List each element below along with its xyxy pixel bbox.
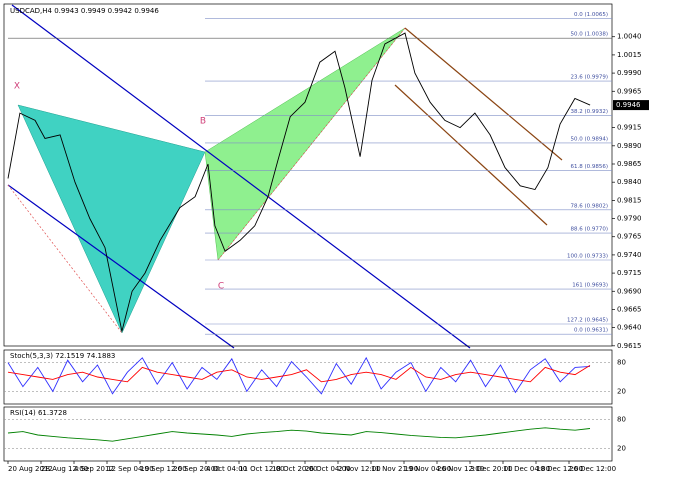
y-tick-label: 0.9915 [617,124,642,132]
y-tick-label: 0.9990 [617,69,642,77]
rsi-frame [3,406,613,462]
x-tick-label: 18 Dec 12:00 [536,465,583,473]
y-tick-label: 0.9765 [617,233,642,241]
dotted-line [217,27,406,261]
fib-label: 0.0 (0.9631) [574,328,608,334]
x-tick-label: 20 Aug 2012 [8,465,53,473]
price-line [7,32,591,332]
x-tick-label: 19 Sep 12:00 [140,465,187,473]
y-tick-label: 0.9615 [617,342,642,350]
current-price-label: 0.9946 [616,101,641,109]
x-tick-label: 18 Oct 20:00 [272,465,318,473]
y-tick-label: 0.9815 [617,196,642,204]
fib-label: 50.0 (0.9894) [570,136,608,142]
channel-line [394,84,548,226]
y-tick-label: 20 [617,387,626,395]
fib-label: 23.6 (0.9979) [570,75,608,81]
y-tick-label: 80 [617,359,626,367]
chart-title: USDCAD,H4 0.9943 0.9949 0.9942 0.9946 [10,7,159,15]
x-tick-label: 26 Oct 04:00 [305,465,351,473]
y-tick-label: 80 [617,416,626,424]
y-tick-label: 0.9965 [617,87,642,95]
stoch-frame [3,349,613,405]
fib-label: 88.6 (0.9770) [570,227,608,233]
x-tick-label: 4 Sep 2012 [74,465,114,473]
y-tick-label: 20 [617,444,626,452]
x-tick-label: 28 Aug 12:00 [41,465,88,473]
dotted-line [7,184,123,334]
x-tick-label: 26 Sep 20:00 [173,465,220,473]
harmonic-triangle-1 [17,104,206,334]
pattern-label: B [200,117,206,127]
y-tick-label: 0.9640 [617,324,642,332]
y-tick-label: 0.9690 [617,287,642,295]
fib-label: 78.6 (0.9802) [570,203,608,209]
fib-label: 127.2 (0.9645) [567,318,608,324]
channel-line [11,4,471,349]
x-tick-label: 2 Nov 12:00 [338,465,381,473]
stoch-title: Stoch(5,3,3) 72.1519 74.1883 [10,352,115,360]
y-tick-label: 0.9865 [617,160,642,168]
plot-layer [7,4,563,349]
x-tick-label: 11 Dec 04:00 [503,465,550,473]
y-tick-label: 0.9840 [617,178,642,186]
y-tick-label: 1.0040 [617,33,642,41]
oscillator-line [7,365,591,383]
oscillator-line [7,427,591,442]
fib-label: 100.0 (0.9733) [567,254,608,260]
y-tick-label: 0.9715 [617,269,642,277]
pattern-label: C [218,282,224,292]
x-tick-label: 11 Nov 21:00 [371,465,418,473]
y-tick-label: 1.0015 [617,51,642,59]
rsi-title: RSI(14) 61.3728 [10,409,67,417]
x-tick-label: 3 Dec 20:00 [470,465,513,473]
fib-label: 50.0 (1.0038) [570,32,608,38]
x-tick-label: 19 Nov 04:00 [404,465,451,473]
channel-line [404,27,563,161]
y-tick-label: 0.9890 [617,142,642,150]
y-tick-label: 0.9790 [617,215,642,223]
y-tick-label: 0.9740 [617,251,642,259]
main-frame [3,3,613,347]
channel-line [7,184,235,349]
x-tick-label: 4 Oct 04:00 [206,465,247,473]
y-tick-label: 0.9665 [617,305,642,313]
pattern-label: X [14,82,20,92]
x-tick-label: 11 Oct 12:00 [239,465,285,473]
x-tick-label: 12 Sep 04:00 [107,465,154,473]
fib-label: 61.8 (0.9856) [570,164,608,170]
x-tick-label: 26 Nov 12:00 [437,465,484,473]
fib-label: 0.0 (1.0065) [574,12,608,18]
fib-label: 38.2 (0.9932) [570,109,608,115]
current-price-box [613,100,649,111]
fib-label: 161 (0.9693) [572,283,608,289]
x-tick-label: 26 Dec 12:00 [569,465,616,473]
